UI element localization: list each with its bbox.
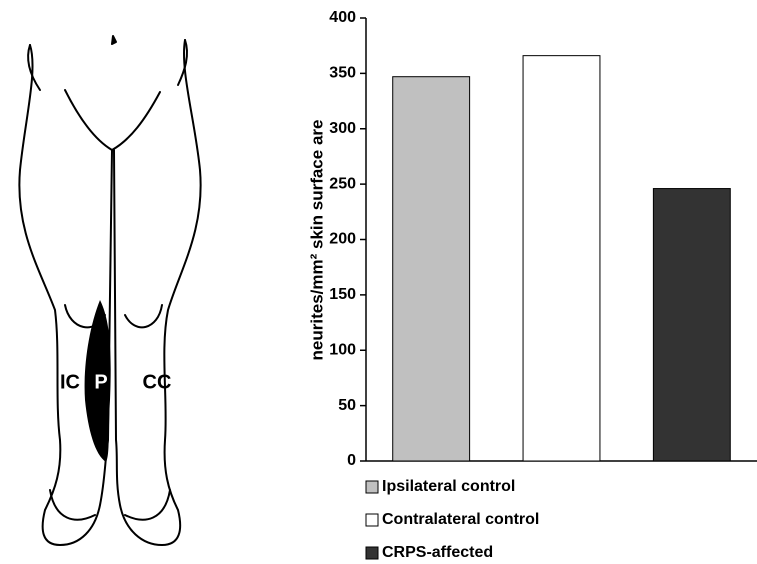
legend-swatch — [366, 514, 378, 526]
y-tick-label: 400 — [329, 9, 356, 26]
legend-label: Ipsilateral control — [382, 478, 515, 495]
figure: IC P CC neurites/mm² skin surface are 0 5… — [0, 0, 757, 564]
region-label: IC — [60, 371, 80, 393]
y-axis-label: neurites/mm² skin surface are — [307, 120, 326, 361]
region-label: P — [94, 371, 107, 393]
legend-label: CRPS-affected — [382, 544, 493, 561]
legend-label: Contralateral control — [382, 511, 539, 528]
y-tick-label: 150 — [329, 286, 356, 303]
y-tick-label: 350 — [329, 65, 356, 82]
page: IC P CC neurites/mm² skin surface are 0 5… — [0, 0, 757, 564]
bar — [653, 189, 730, 461]
legs-drawing — [19, 36, 200, 545]
legend-swatch — [366, 547, 378, 559]
region-label: CC — [143, 371, 172, 393]
y-tick-label: 50 — [338, 397, 356, 414]
y-tick-label: 300 — [329, 120, 356, 137]
bar — [393, 77, 470, 461]
y-tick-label: 0 — [347, 452, 356, 469]
y-tick-label: 100 — [329, 341, 356, 358]
legend-swatch — [366, 481, 378, 493]
y-tick-label: 200 — [329, 231, 356, 248]
bar — [523, 56, 600, 461]
y-tick-label: 250 — [329, 175, 356, 192]
